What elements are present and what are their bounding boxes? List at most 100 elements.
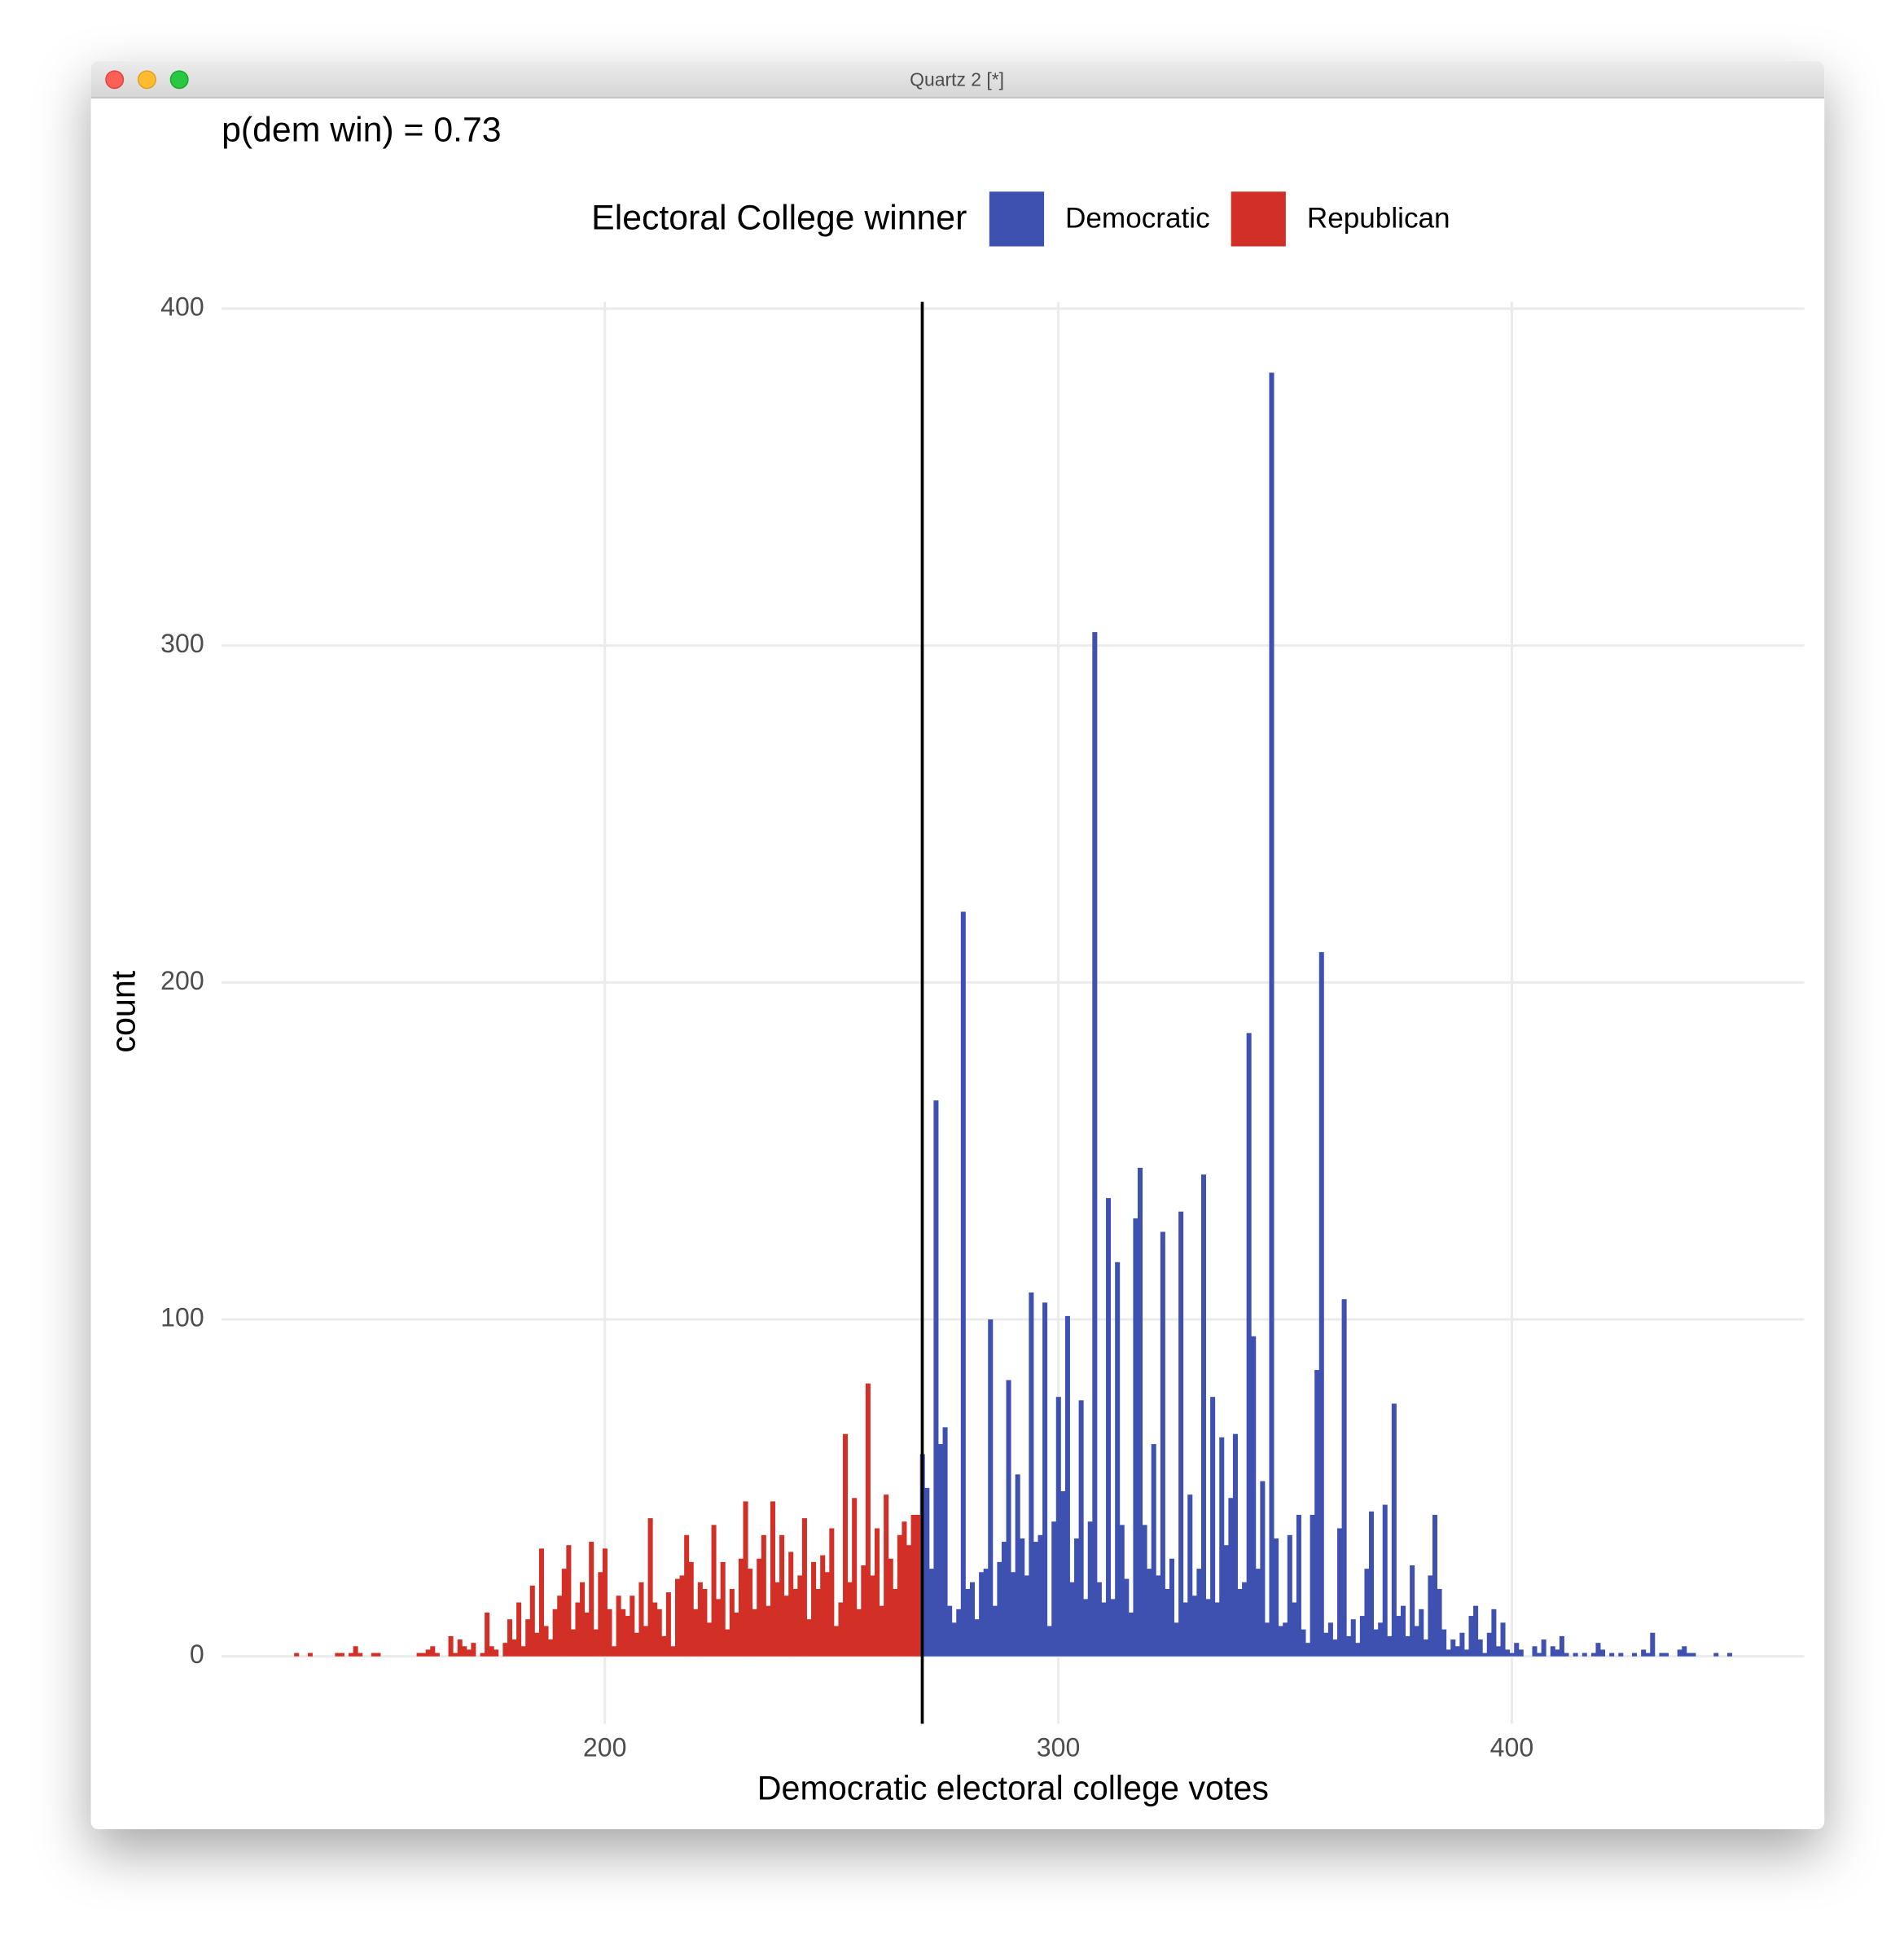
bar xyxy=(702,1588,708,1657)
bar xyxy=(466,1649,472,1657)
bar xyxy=(1210,1397,1216,1657)
bars xyxy=(294,372,1732,1657)
bar xyxy=(1119,1525,1125,1657)
bar xyxy=(1001,1542,1007,1657)
bar xyxy=(743,1501,748,1657)
close-button[interactable] xyxy=(105,70,125,90)
bar xyxy=(1196,1569,1202,1657)
bar xyxy=(593,1629,599,1657)
y-axis-title: count xyxy=(104,970,142,1052)
bar xyxy=(1156,1575,1161,1657)
bar xyxy=(1414,1626,1419,1657)
bar xyxy=(788,1552,794,1657)
bar xyxy=(783,1595,789,1657)
bar xyxy=(856,1609,862,1657)
bar xyxy=(960,911,966,1657)
bar xyxy=(1391,1403,1397,1657)
bar xyxy=(1174,1622,1179,1657)
bar xyxy=(947,1605,953,1657)
bar xyxy=(893,1588,898,1657)
bar xyxy=(1015,1474,1020,1657)
bar xyxy=(294,1653,300,1657)
bar xyxy=(1228,1498,1234,1657)
bar xyxy=(656,1609,662,1657)
x-tick-label: 200 xyxy=(583,1733,627,1762)
bar xyxy=(770,1501,775,1657)
bar xyxy=(838,1602,844,1657)
bar xyxy=(1582,1653,1587,1657)
bar xyxy=(580,1582,586,1657)
bar xyxy=(529,1585,535,1657)
bar xyxy=(566,1545,572,1657)
bar xyxy=(1564,1653,1569,1657)
bar xyxy=(1355,1643,1361,1657)
bar xyxy=(1128,1612,1134,1657)
bar xyxy=(951,1622,957,1657)
bar xyxy=(1555,1649,1560,1657)
bar xyxy=(870,1575,875,1657)
legend-title: Electoral College winner xyxy=(591,199,967,238)
bar xyxy=(1024,1575,1029,1657)
bar xyxy=(457,1639,463,1657)
bar xyxy=(643,1626,649,1657)
bar xyxy=(375,1653,381,1657)
legend-key xyxy=(989,191,1045,247)
bar xyxy=(1310,1514,1315,1657)
bar xyxy=(434,1653,440,1657)
bar xyxy=(1327,1622,1333,1657)
bar xyxy=(616,1595,621,1657)
bar xyxy=(792,1588,798,1657)
minimize-button[interactable] xyxy=(137,70,156,90)
bar xyxy=(706,1622,713,1657)
bar xyxy=(716,1599,722,1657)
bar xyxy=(1463,1649,1469,1657)
bar xyxy=(511,1639,517,1657)
bar xyxy=(1092,632,1098,1657)
x-tick-label: 400 xyxy=(1490,1733,1534,1762)
bar xyxy=(1101,1602,1107,1657)
bar xyxy=(1682,1646,1687,1657)
bar xyxy=(1110,1599,1116,1657)
bar xyxy=(1219,1437,1225,1657)
bar xyxy=(1473,1605,1479,1657)
bar xyxy=(1491,1609,1497,1657)
bar xyxy=(1645,1653,1651,1657)
bar xyxy=(752,1609,757,1657)
bar xyxy=(879,1605,884,1657)
bar xyxy=(1550,1646,1555,1657)
bar xyxy=(738,1558,744,1657)
bar xyxy=(335,1653,340,1657)
bar xyxy=(761,1534,766,1657)
bar xyxy=(902,1521,907,1657)
window-title: Quartz 2 [*] xyxy=(910,68,1004,90)
bar xyxy=(1423,1639,1428,1657)
bar xyxy=(371,1653,376,1657)
bar xyxy=(489,1646,494,1657)
bar xyxy=(1283,1622,1288,1657)
bar xyxy=(1350,1619,1356,1657)
bar xyxy=(1537,1653,1542,1657)
bar xyxy=(1332,1639,1338,1657)
bar xyxy=(1323,1632,1329,1657)
zoom-button[interactable] xyxy=(169,70,189,90)
bar xyxy=(1573,1653,1578,1657)
bar xyxy=(462,1646,467,1657)
x-axis-title: Democratic electoral college votes xyxy=(757,1770,1269,1807)
bar xyxy=(974,1619,980,1657)
bar xyxy=(1341,1299,1347,1657)
bar xyxy=(416,1653,422,1657)
bar xyxy=(1632,1653,1638,1657)
bar xyxy=(884,1495,889,1657)
bar xyxy=(621,1609,626,1657)
bar xyxy=(670,1646,676,1657)
bar xyxy=(543,1626,549,1657)
bar xyxy=(589,1542,594,1657)
window xyxy=(90,60,1825,1830)
bar xyxy=(1124,1578,1130,1657)
bar xyxy=(906,1545,912,1657)
bar xyxy=(1373,1629,1379,1657)
bar xyxy=(679,1575,685,1657)
bar xyxy=(1251,1336,1257,1657)
bar xyxy=(933,1100,939,1657)
bar xyxy=(453,1653,458,1657)
